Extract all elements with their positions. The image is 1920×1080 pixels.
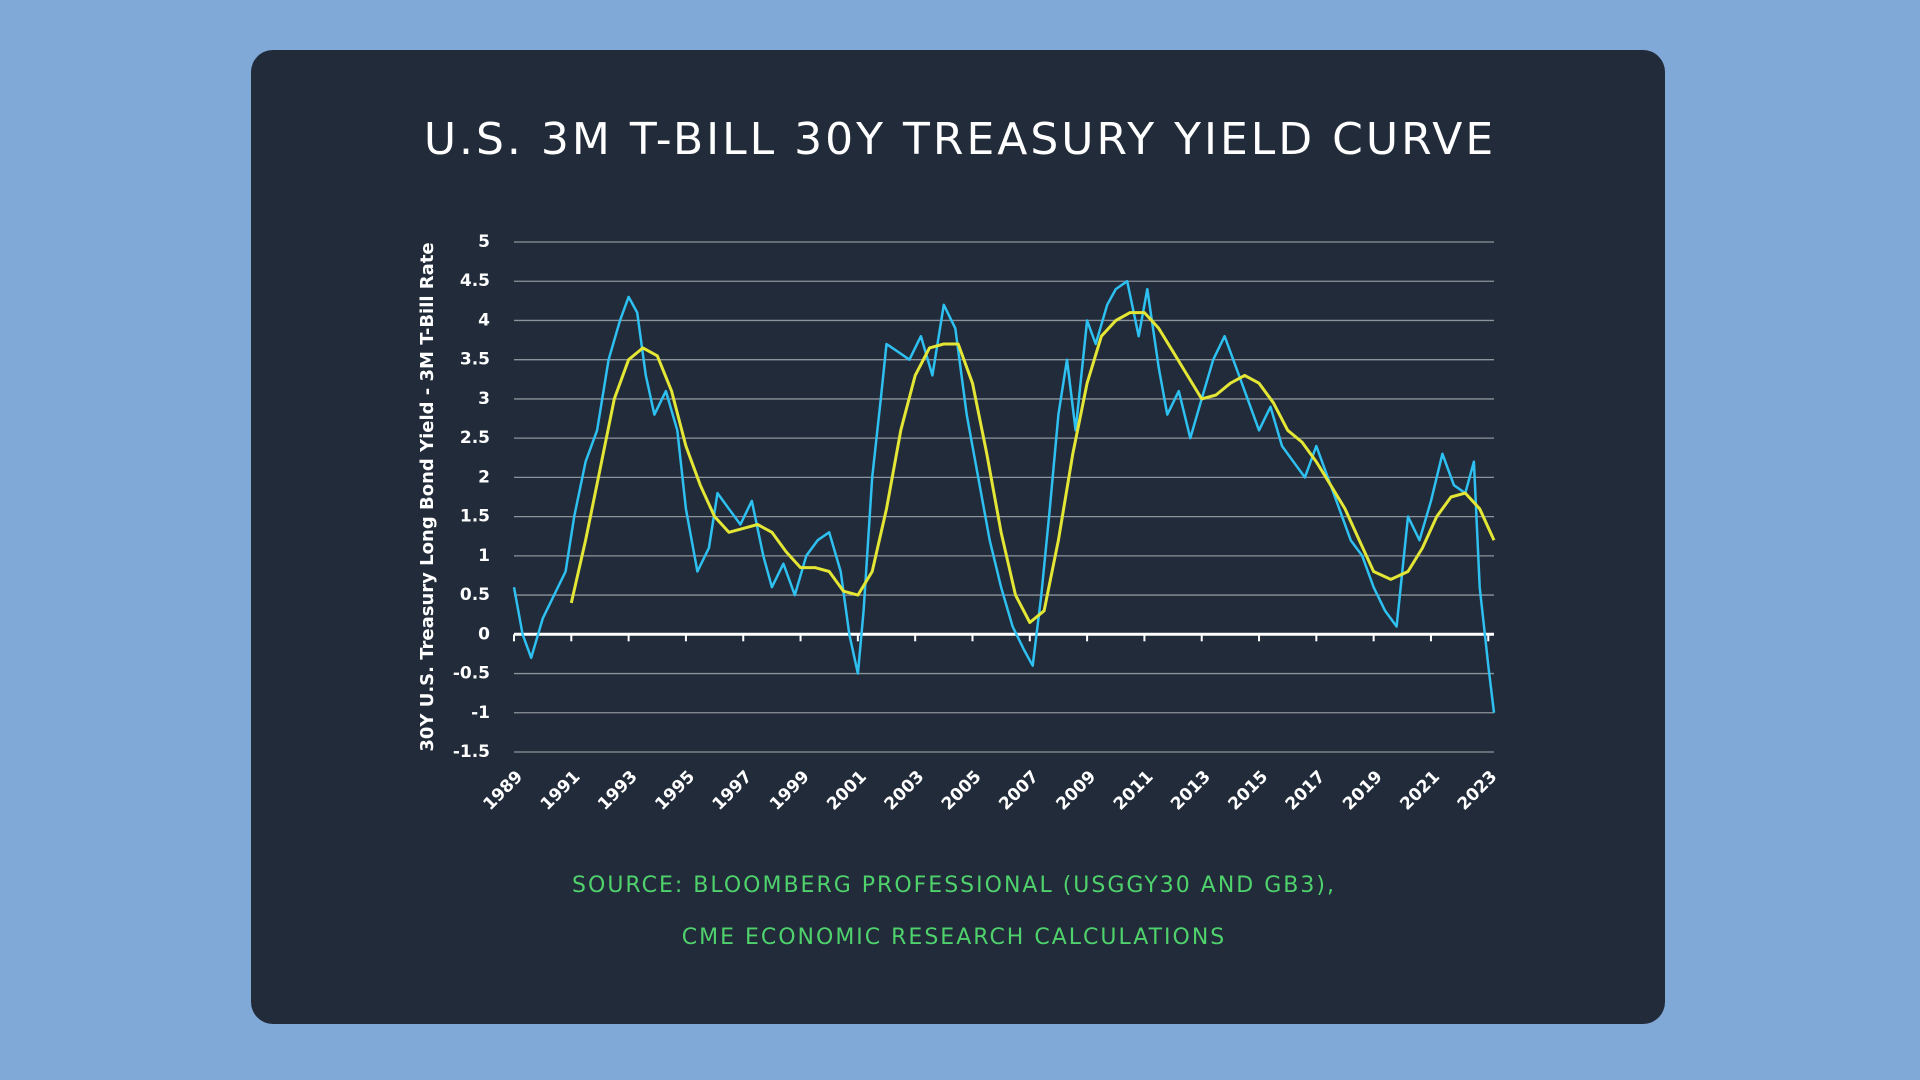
- y-tick-label: 4.5: [460, 271, 490, 291]
- x-tick-label: 2023: [1454, 767, 1502, 815]
- y-tick-label: 1.5: [460, 507, 490, 527]
- y-tick-label: 3.5: [460, 350, 490, 370]
- y-tick-label: 2: [478, 467, 490, 487]
- source-note: SOURCE: BLOOMBERG PROFESSIONAL (USGGY30 …: [572, 873, 1336, 898]
- x-tick-label: 2007: [995, 767, 1043, 815]
- y-tick-label: -0.5: [453, 664, 490, 684]
- x-tick-label: 1989: [479, 767, 527, 815]
- x-tick-label: 1995: [651, 767, 699, 815]
- y-tick-label: -1: [471, 703, 490, 723]
- x-tick-label: 1999: [766, 767, 814, 815]
- y-tick-label: 2.5: [460, 428, 490, 448]
- x-tick-label: 2019: [1339, 767, 1387, 815]
- y-tick-label: 0.5: [460, 585, 490, 605]
- y-tick-label: 1: [478, 546, 490, 566]
- panel: [251, 50, 1665, 1024]
- x-tick-label: 2017: [1282, 767, 1330, 815]
- x-tick-label: 2001: [823, 767, 871, 815]
- x-tick-label: 1993: [594, 767, 642, 815]
- data-line: [512, 279, 1496, 713]
- x-tick-label: 2005: [938, 767, 986, 815]
- x-tick-label: 2013: [1167, 767, 1215, 815]
- x-tick-label: 2009: [1053, 767, 1101, 815]
- chart-title: U.S. 3M T-BILL 30Y TREASURY YIELD CURVE: [424, 114, 1496, 165]
- x-tick-label: 2003: [881, 767, 929, 815]
- y-tick-label: 5: [478, 232, 490, 252]
- y-tick-label: 3: [478, 389, 490, 409]
- x-tick-label: 1991: [537, 767, 585, 815]
- data-line: [569, 311, 1496, 624]
- x-tick-label: 2015: [1224, 767, 1272, 815]
- x-tick-label: 2011: [1110, 767, 1158, 815]
- y-tick-label: 0: [478, 624, 490, 644]
- x-tick-label: 2021: [1396, 767, 1444, 815]
- y-axis-label: 30Y U.S. Treasury Long Bond Yield - 3M T…: [417, 242, 438, 751]
- x-tick-label: 1997: [709, 767, 757, 815]
- y-tick-label: 4: [478, 310, 490, 330]
- source-note: CME ECONOMIC RESEARCH CALCULATIONS: [682, 925, 1227, 950]
- y-tick-label: -1.5: [453, 742, 490, 762]
